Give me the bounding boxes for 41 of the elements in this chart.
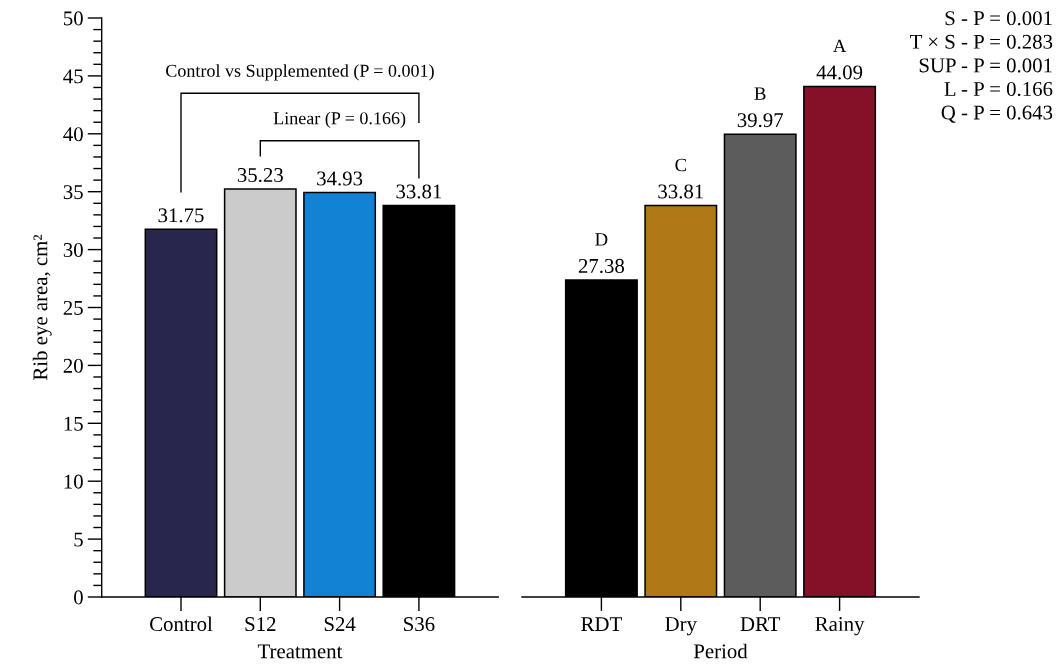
- x-axis-title: Treatment: [257, 644, 343, 659]
- text: SUP - P = 0.001: [919, 58, 1052, 73]
- data-label: 34.93: [317, 171, 363, 186]
- annotation: A: [833, 39, 847, 53]
- annotation: D: [595, 233, 608, 246]
- annotation: Control vs Supplemented (P = 0.001): [166, 64, 434, 81]
- x-axis-title: Period: [693, 643, 748, 659]
- y-tick-label: 35: [63, 185, 83, 200]
- y-tick-label: 45: [63, 69, 83, 84]
- annotation: C: [675, 158, 687, 172]
- x-tick-label: RDT: [581, 617, 622, 631]
- y-tick-label: 20: [63, 358, 83, 373]
- text: S - P = 0.001: [945, 11, 1052, 26]
- x-tick-label: Dry: [665, 617, 697, 636]
- x-tick-label: S12: [245, 617, 276, 632]
- y-tick-label: 50: [64, 11, 83, 26]
- y-tick-label: 15: [64, 416, 83, 431]
- x-tick-label: DRT: [740, 617, 781, 631]
- x-tick-label: Rainy: [815, 617, 865, 636]
- data-label: 31.75: [158, 208, 204, 223]
- y-axis-title: Rib eye area, cm²: [32, 234, 52, 381]
- data-label: 33.81: [396, 184, 442, 199]
- text: Q - P = 0.643: [941, 105, 1053, 123]
- y-tick-label: 5: [74, 532, 83, 547]
- text: L - P = 0.166: [944, 81, 1053, 97]
- data-label: 44.09: [816, 65, 863, 80]
- y-tick-label: 40: [63, 127, 83, 142]
- x-tick-label: S36: [404, 617, 435, 632]
- data-label: 27.38: [578, 258, 625, 274]
- x-tick-label: Control: [150, 616, 213, 632]
- annotation: T × S - P = 0.283: [910, 34, 1053, 49]
- x-tick-label: S24: [324, 617, 356, 632]
- data-label: 35.23: [237, 168, 283, 183]
- y-tick-label: 0: [74, 590, 83, 605]
- annotation: Linear (P = 0.166): [273, 111, 406, 129]
- data-label: 33.81: [658, 184, 703, 199]
- y-tick-label: 25: [63, 300, 83, 315]
- y-tick-label: 30: [63, 242, 83, 258]
- data-label: 39.97: [737, 113, 784, 128]
- annotation: B: [754, 87, 766, 100]
- y-tick-label: 10: [64, 474, 83, 489]
